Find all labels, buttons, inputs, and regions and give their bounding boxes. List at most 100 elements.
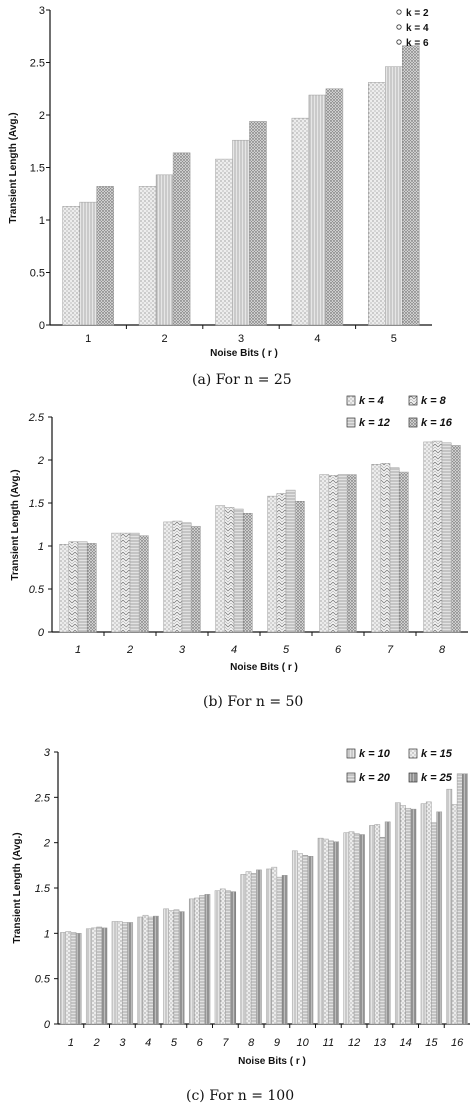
bar-k20-r12 — [353, 833, 360, 1025]
bar-k25-r3 — [127, 922, 134, 1025]
y-axis-label: Transient Length (Avg.) — [12, 832, 23, 943]
legend-label: k = 16 — [421, 417, 453, 429]
legend-label: k = 25 — [421, 772, 453, 784]
bar-k12-r5 — [285, 489, 296, 633]
x-tick-label: 15 — [425, 1037, 438, 1049]
legend-label: k = 8 — [421, 395, 447, 407]
bar-k25-r9 — [281, 875, 288, 1025]
y-tick-label: 2 — [39, 110, 45, 122]
bar-k25-r7 — [230, 891, 237, 1025]
bar-k20-r15 — [431, 822, 437, 1025]
y-tick-label: 1 — [39, 215, 45, 227]
bar-k10-r11 — [317, 837, 324, 1025]
bar-k16-r4 — [242, 513, 253, 633]
legend-label: k = 15 — [421, 748, 453, 760]
bar-k4-r2 — [155, 174, 174, 326]
bar-k12-r8 — [441, 442, 452, 633]
bar-k20-r7 — [225, 890, 231, 1025]
bar-k20-r2 — [96, 926, 103, 1025]
bar-k4-r4 — [215, 505, 226, 633]
legend-label: k = 6 — [406, 38, 429, 49]
bar-k25-r2 — [101, 927, 108, 1025]
x-tick-label: 9 — [274, 1037, 280, 1049]
y-tick-label: 0.5 — [30, 268, 45, 280]
bar-k15-r5 — [168, 910, 175, 1025]
y-tick-label: 0.5 — [35, 974, 51, 986]
bar-k10-r5 — [163, 908, 169, 1025]
x-tick-label: 1 — [68, 1037, 74, 1049]
bar-k4-r5 — [267, 495, 278, 633]
bar-k15-r12 — [348, 831, 355, 1025]
x-tick-label: 13 — [374, 1037, 387, 1049]
y-tick-label: 1.5 — [35, 883, 51, 895]
bar-k20-r3 — [122, 922, 128, 1025]
bar-k2-r3 — [215, 158, 233, 326]
bar-k25-r16 — [462, 773, 468, 1025]
x-tick-label: 1 — [85, 333, 91, 345]
x-tick-label: 7 — [222, 1037, 229, 1049]
bar-k10-r9 — [266, 868, 272, 1025]
legend-label: k = 2 — [406, 8, 429, 19]
x-axis-label: Noise Bits ( r ) — [230, 662, 298, 673]
legend-swatch — [346, 772, 356, 783]
bar-k10-r15 — [420, 803, 427, 1025]
bar-k20-r10 — [302, 855, 309, 1025]
bar-k8-r8 — [432, 440, 443, 633]
caption: (a) For n = 25 — [192, 372, 292, 388]
bar-k25-r12 — [359, 834, 365, 1025]
bar-k15-r4 — [142, 914, 149, 1025]
legend-marker — [396, 24, 402, 30]
bar-k6-r2 — [172, 152, 191, 326]
bar-k15-r14 — [400, 805, 406, 1025]
bar-k4-r1 — [79, 201, 97, 326]
bar-k4-r3 — [232, 139, 250, 326]
x-tick-label: 7 — [387, 644, 394, 656]
x-tick-label: 11 — [323, 1037, 334, 1049]
bar-k4-r8 — [423, 441, 434, 633]
bar-k16-r5 — [294, 501, 305, 633]
bar-k12-r4 — [233, 508, 244, 633]
x-tick-label: 3 — [179, 644, 186, 656]
bar-k15-r16 — [451, 804, 458, 1025]
legend-swatch — [408, 417, 418, 428]
bar-k16-r3 — [190, 525, 201, 633]
x-tick-label: 3 — [119, 1037, 126, 1049]
bar-k6-r3 — [249, 121, 267, 326]
bar-k25-r15 — [436, 811, 443, 1025]
y-tick-label: 2 — [37, 455, 44, 467]
y-tick-label: 0 — [44, 1019, 51, 1031]
bar-k16-r1 — [86, 543, 97, 633]
y-tick-label: 0 — [38, 627, 45, 639]
y-tick-label: 2.5 — [34, 792, 51, 804]
y-tick-label: 0 — [39, 320, 45, 332]
bar-k16-r2 — [138, 535, 149, 633]
bar-k25-r10 — [307, 856, 314, 1025]
bar-k10-r13 — [369, 825, 375, 1025]
bar-k15-r8 — [245, 871, 252, 1025]
legend-swatch — [408, 395, 418, 406]
bar-k15-r15 — [425, 801, 432, 1025]
bar-k6-r1 — [96, 186, 114, 326]
bar-k15-r11 — [322, 838, 329, 1025]
legend-swatch — [346, 748, 356, 759]
legend-label: k = 20 — [359, 772, 391, 784]
y-tick-label: 3 — [39, 5, 45, 17]
bar-k4-r3 — [163, 521, 174, 633]
bar-k20-r9 — [276, 876, 283, 1025]
y-tick-label: 2 — [43, 838, 50, 850]
bar-k12-r2 — [129, 532, 140, 633]
legend-label: k = 12 — [359, 417, 390, 429]
legend-swatch — [346, 395, 356, 406]
bar-k25-r14 — [410, 808, 417, 1025]
y-tick-label: 1.5 — [30, 163, 45, 175]
bar-k25-r6 — [204, 894, 211, 1025]
bar-k20-r16 — [456, 773, 463, 1025]
bar-k6-r4 — [325, 88, 344, 326]
bar-k10-r1 — [60, 932, 66, 1025]
bar-k20-r13 — [379, 836, 386, 1025]
x-tick-label: 2 — [162, 333, 168, 345]
legend-marker — [396, 9, 402, 15]
x-axis-label: Noise Bits ( r ) — [238, 1056, 306, 1067]
legend-swatch — [408, 772, 418, 783]
